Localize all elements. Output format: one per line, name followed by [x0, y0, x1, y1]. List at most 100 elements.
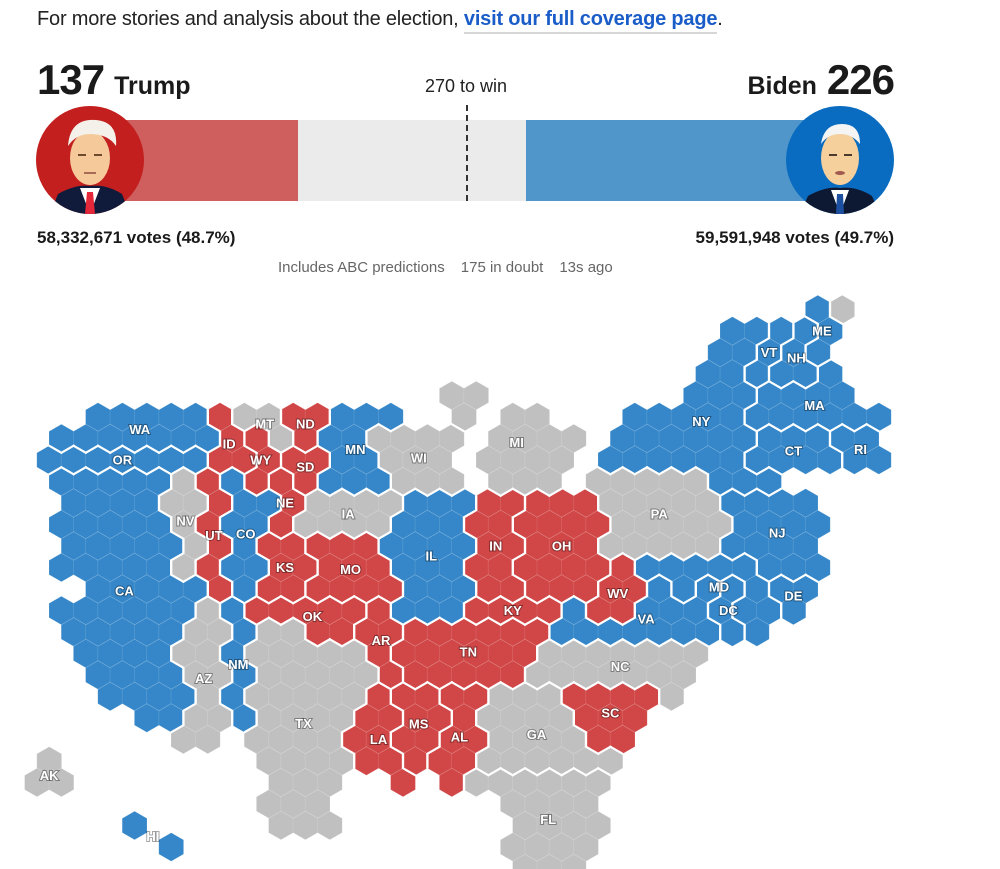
state-label-wi: WI: [411, 450, 427, 465]
state-border: [768, 380, 783, 390]
state-border: [755, 423, 770, 433]
state-label-il: IL: [425, 549, 437, 564]
state-border: [243, 616, 258, 626]
state-border: [743, 358, 758, 368]
state-border: [292, 487, 307, 497]
state-border: [511, 616, 527, 626]
state-border: [389, 745, 405, 755]
state-border: [731, 573, 746, 583]
state-border: [365, 595, 380, 605]
state-border: [524, 595, 539, 605]
state-border: [462, 509, 478, 519]
state-label-oh: OH: [552, 539, 572, 554]
hex-fl[interactable]: [561, 853, 587, 869]
state-border: [572, 724, 588, 734]
state-border: [316, 444, 331, 454]
state-border: [438, 616, 453, 626]
state-border: [353, 595, 368, 605]
state-border: [511, 530, 527, 540]
state-border: [682, 595, 697, 605]
state-border: [255, 616, 270, 626]
state-border: [353, 616, 368, 626]
state-border: [194, 444, 209, 454]
state-border: [853, 423, 868, 433]
hex-hi[interactable]: [121, 810, 148, 841]
state-border: [755, 487, 771, 497]
state-label-id: ID: [223, 436, 236, 451]
state-border: [389, 509, 404, 519]
hex-ri[interactable]: [866, 445, 892, 475]
state-label-nh: NH: [787, 350, 806, 365]
state-border: [682, 638, 697, 648]
state-border: [499, 681, 514, 691]
state-label-ct: CT: [785, 443, 802, 458]
state-border: [719, 573, 734, 583]
state-border: [560, 595, 575, 605]
state-border: [694, 573, 709, 583]
state-border: [438, 702, 453, 712]
state-border: [426, 487, 441, 497]
state-border: [780, 423, 795, 433]
state-border: [670, 595, 685, 605]
state-border: [72, 466, 87, 476]
state-border: [426, 616, 441, 626]
state-label-pa: PA: [651, 506, 669, 521]
state-border: [609, 616, 624, 626]
state-border: [353, 487, 368, 497]
state-border: [255, 595, 270, 605]
state-border: [658, 466, 673, 476]
state-border: [170, 724, 185, 734]
state-label-sd: SD: [296, 460, 314, 475]
state-border: [597, 509, 612, 519]
state-border: [328, 595, 344, 605]
state-border: [548, 638, 563, 648]
state-border: [743, 380, 758, 390]
state-label-sc: SC: [601, 706, 620, 721]
state-border: [304, 573, 319, 583]
hex-ak[interactable]: [48, 767, 75, 798]
state-border: [255, 573, 270, 583]
state-border: [646, 681, 661, 691]
intro-period: .: [717, 8, 723, 30]
state-border: [633, 466, 648, 476]
state-border: [231, 466, 246, 476]
state-border: [377, 530, 392, 540]
state-border: [475, 724, 490, 734]
state-border: [609, 638, 624, 648]
state-border: [280, 466, 295, 476]
state-border: [438, 724, 453, 734]
state-border: [194, 509, 209, 519]
state-border: [828, 423, 844, 433]
state-border: [499, 767, 514, 777]
state-border: [182, 681, 197, 691]
state-border: [585, 487, 600, 497]
state-label-co: CO: [236, 527, 256, 542]
state-border: [170, 444, 185, 454]
state-border: [170, 530, 185, 540]
state-border: [548, 681, 563, 691]
state-border: [328, 638, 344, 648]
full-coverage-link[interactable]: visit our full coverage page: [463, 8, 717, 34]
state-border: [450, 616, 465, 626]
state-border: [536, 767, 551, 777]
state-border: [158, 466, 173, 476]
state-border: [743, 423, 758, 433]
state-label-nc: NC: [611, 659, 630, 674]
state-border: [804, 423, 819, 433]
state-border: [597, 638, 612, 648]
state-border: [694, 638, 710, 648]
state-border: [463, 530, 478, 540]
state-border: [353, 530, 368, 540]
state-border: [731, 552, 746, 562]
state-border: [218, 595, 234, 605]
state-border: [267, 595, 282, 605]
hex-tx[interactable]: [317, 810, 343, 841]
hex-az[interactable]: [195, 724, 221, 755]
state-border: [194, 487, 209, 497]
state-label-ar: AR: [372, 633, 391, 648]
state-border: [170, 466, 185, 476]
hex-hi[interactable]: [158, 832, 184, 862]
state-border: [377, 487, 392, 497]
state-border: [768, 466, 783, 476]
